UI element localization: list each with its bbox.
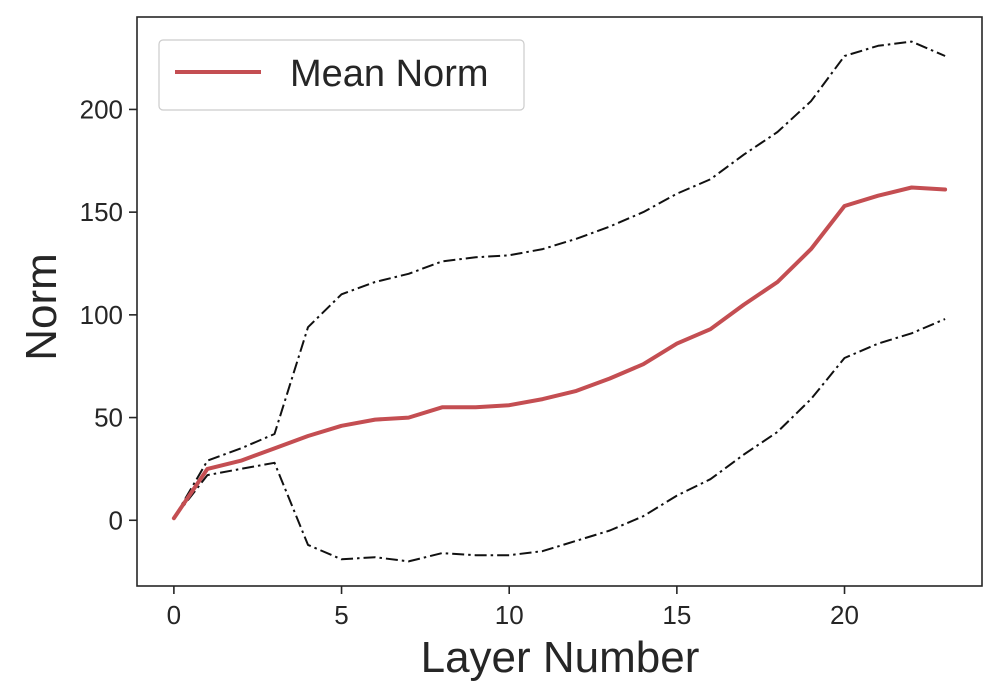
y-tick-label: 100	[80, 300, 123, 330]
series-layer	[171, 40, 948, 563]
y-tick-label: 0	[109, 505, 123, 535]
series-line-upper	[173, 40, 946, 519]
x-tick-label: 0	[167, 600, 181, 630]
series-line-mean-norm	[171, 185, 948, 521]
y-axis-label: Norm	[17, 253, 66, 361]
y-tick-label: 50	[94, 403, 123, 433]
x-axis: 0 5 10 15 20	[167, 586, 859, 630]
y-axis: 0 50 100 150 200	[80, 94, 137, 535]
plot-background	[137, 17, 982, 586]
x-tick-label: 20	[830, 600, 859, 630]
x-tick-label: 5	[334, 600, 348, 630]
legend-box	[158, 39, 525, 111]
legend-label-mean-norm: Mean Norm	[290, 53, 489, 95]
x-tick-label: 10	[495, 600, 524, 630]
series-line-lower	[173, 318, 946, 563]
y-tick-label: 150	[80, 197, 123, 227]
x-tick-label: 15	[662, 600, 691, 630]
plot-frame	[136, 16, 983, 587]
y-tick-label: 200	[80, 94, 123, 124]
legend: Mean Norm	[158, 39, 525, 111]
x-axis-label: Layer Number	[421, 633, 700, 682]
